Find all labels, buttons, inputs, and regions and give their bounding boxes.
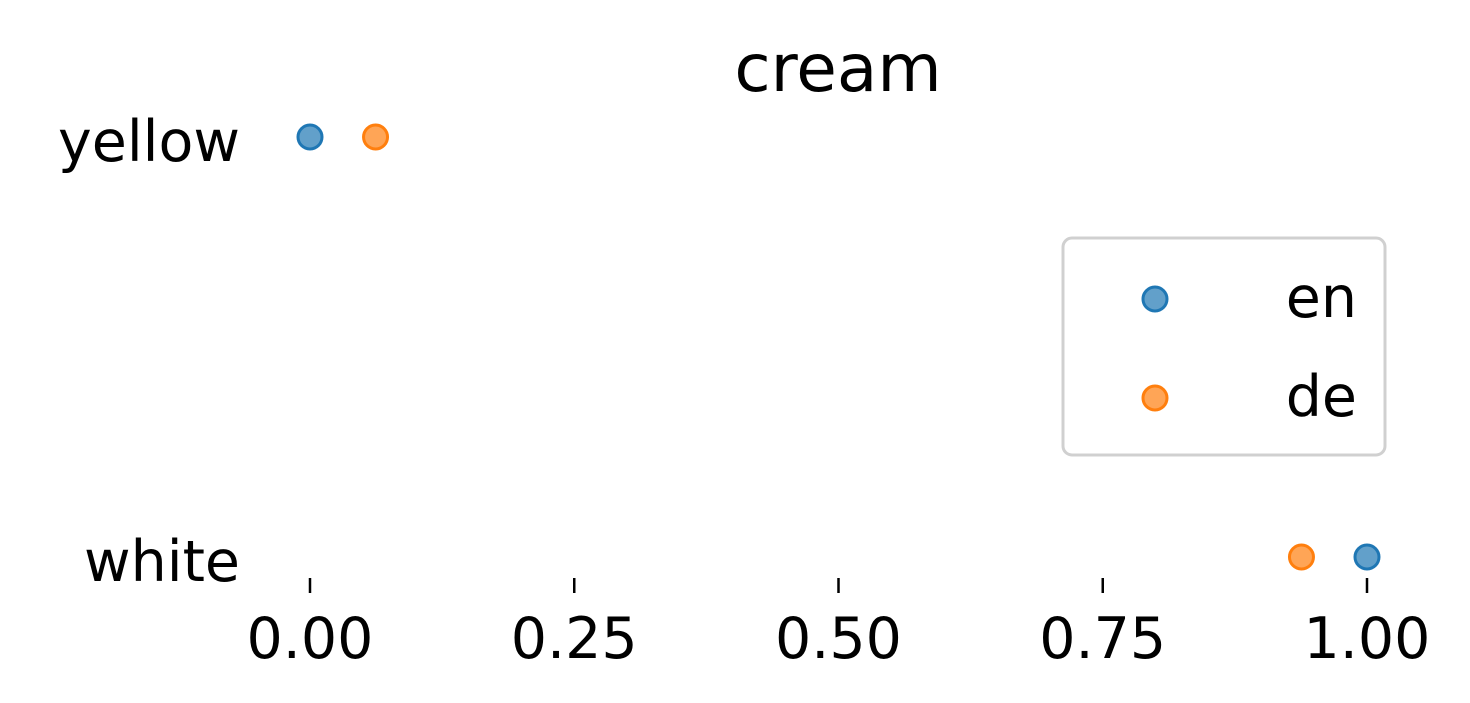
category-labels: yellow white	[58, 109, 240, 595]
x-tick-label: 0.50	[775, 606, 902, 672]
legend-marker-de	[1141, 384, 1169, 412]
x-tick-label: 0.00	[247, 606, 374, 672]
category-label-yellow: yellow	[58, 109, 240, 175]
legend-marker-en	[1141, 285, 1169, 313]
legend-label-en: en	[1286, 265, 1357, 331]
legend-label-de: de	[1286, 364, 1357, 430]
x-axis-ticks: 0.00 0.25 0.50 0.75 1.00	[247, 578, 1431, 672]
x-tick-label: 1.00	[1304, 606, 1431, 672]
point-en-white	[1353, 543, 1381, 571]
point-de-yellow	[362, 123, 390, 151]
point-en-yellow	[296, 123, 324, 151]
x-tick-label: 0.75	[1039, 606, 1166, 672]
data-points	[296, 123, 1381, 571]
legend: en de	[1061, 236, 1387, 457]
x-tick-label: 0.25	[511, 606, 638, 672]
chart-title: cream	[734, 30, 941, 107]
category-label-white: white	[84, 529, 240, 595]
point-de-white	[1287, 543, 1315, 571]
